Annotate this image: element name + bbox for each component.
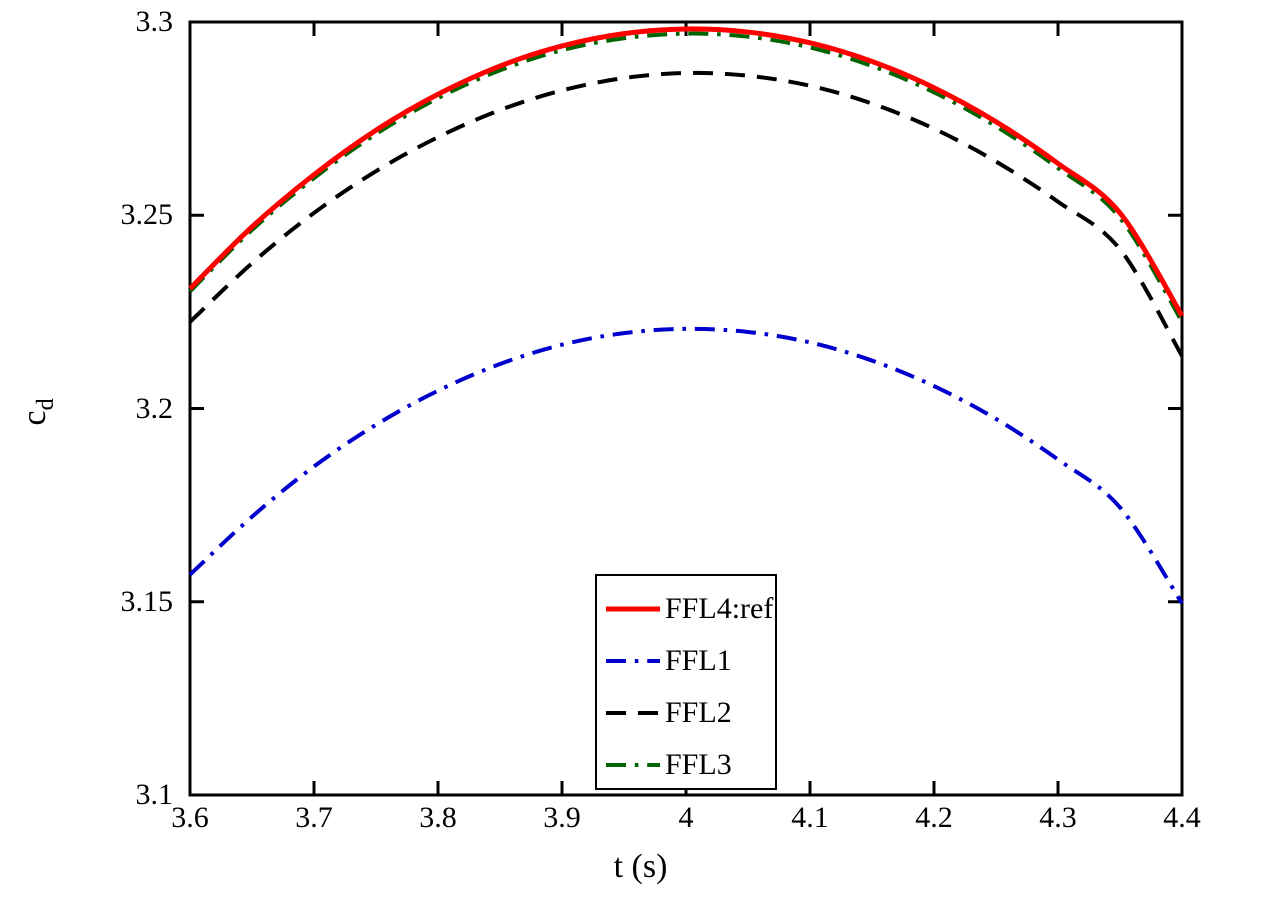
x-tick-label: 4.1 bbox=[791, 801, 829, 834]
legend-line-sample-icon bbox=[605, 703, 661, 723]
y-axis-label-base: c bbox=[16, 410, 54, 426]
series-line-ffl4-ref bbox=[188, 26, 1185, 318]
legend-line-sample-icon bbox=[605, 755, 661, 775]
data-series-group bbox=[188, 26, 1185, 605]
legend-label: FFL1 bbox=[665, 644, 732, 677]
x-tick-label: 4.2 bbox=[915, 801, 953, 834]
legend-item-ffl2[interactable]: FFL2 bbox=[597, 686, 775, 740]
y-axis-ticks bbox=[190, 20, 1182, 797]
legend-label: FFL2 bbox=[665, 696, 732, 729]
y-tick-label: 3.2 bbox=[135, 391, 174, 425]
y-axis-label: cd bbox=[16, 372, 60, 452]
x-axis-label: t (s) bbox=[613, 848, 668, 885]
series-line-ffl2 bbox=[188, 70, 1184, 357]
legend-line-sample-icon bbox=[605, 651, 661, 671]
chart-legend: FFL4:ref FFL1 FFL2 FFL3 bbox=[595, 574, 777, 790]
legend-item-ffl3[interactable]: FFL3 bbox=[597, 738, 775, 792]
x-tick-label: 4.4 bbox=[1163, 801, 1201, 834]
x-tick-label: 4.3 bbox=[1039, 801, 1077, 834]
legend-label: FFL3 bbox=[665, 748, 732, 781]
x-tick-label: 4 bbox=[678, 801, 694, 834]
y-axis-label-wrap: cd bbox=[8, 380, 68, 440]
x-tick-label: 3.7 bbox=[295, 801, 333, 834]
x-tick-label: 3.6 bbox=[171, 801, 209, 834]
legend-label: FFL4:ref bbox=[665, 592, 774, 625]
y-tick-label: 3.15 bbox=[120, 584, 174, 618]
series-line-ffl1 bbox=[188, 326, 1184, 605]
legend-item-ffl1[interactable]: FFL1 bbox=[597, 634, 775, 688]
legend-item-ffl4-ref[interactable]: FFL4:ref bbox=[597, 582, 775, 636]
x-tick-label: 3.8 bbox=[419, 801, 457, 834]
y-axis-label-subscript: d bbox=[32, 398, 59, 411]
y-tick-label: 3.1 bbox=[135, 778, 174, 811]
legend-line-sample-icon bbox=[605, 599, 661, 619]
x-tick-label: 3.9 bbox=[543, 801, 581, 834]
y-tick-label: 3.25 bbox=[120, 198, 174, 232]
y-tick-label: 3.3 bbox=[135, 5, 174, 38]
series-line-ffl3 bbox=[188, 31, 1184, 323]
